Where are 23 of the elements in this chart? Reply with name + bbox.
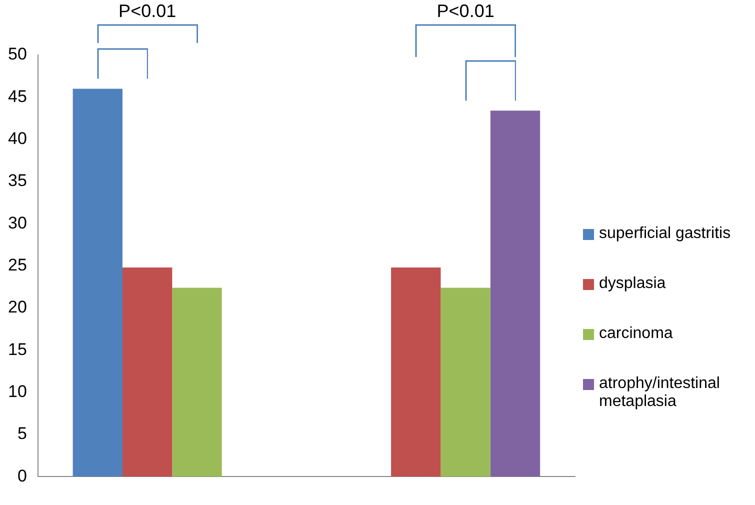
bar <box>122 267 172 477</box>
legend-label: carcinoma <box>599 325 673 343</box>
legend-label: superficial gastritis <box>599 225 731 243</box>
y-tick-label: 0 <box>17 466 27 486</box>
y-tick-label: 10 <box>8 382 27 401</box>
bar <box>391 267 441 477</box>
y-tick-label: 30 <box>8 213 27 232</box>
y-tick-label: 45 <box>8 86 27 106</box>
bar <box>440 288 490 477</box>
y-tick-label: 5 <box>17 424 27 444</box>
legend-label: atrophy/intestinal metaplasia <box>599 375 721 411</box>
y-tick-label: 35 <box>8 171 27 190</box>
bar <box>72 88 122 477</box>
y-tick-label: 15 <box>8 340 27 359</box>
text: P<0.01 <box>118 0 176 21</box>
text: P<0.01 <box>436 0 494 21</box>
legend-label: dysplasia <box>599 275 666 293</box>
y-tick-label: 40 <box>8 129 27 148</box>
bar <box>172 288 222 477</box>
y-tick-label: 20 <box>8 298 27 317</box>
bar <box>490 110 540 477</box>
y-tick-label: 25 <box>8 255 27 274</box>
y-tick-label: 50 <box>8 44 27 64</box>
